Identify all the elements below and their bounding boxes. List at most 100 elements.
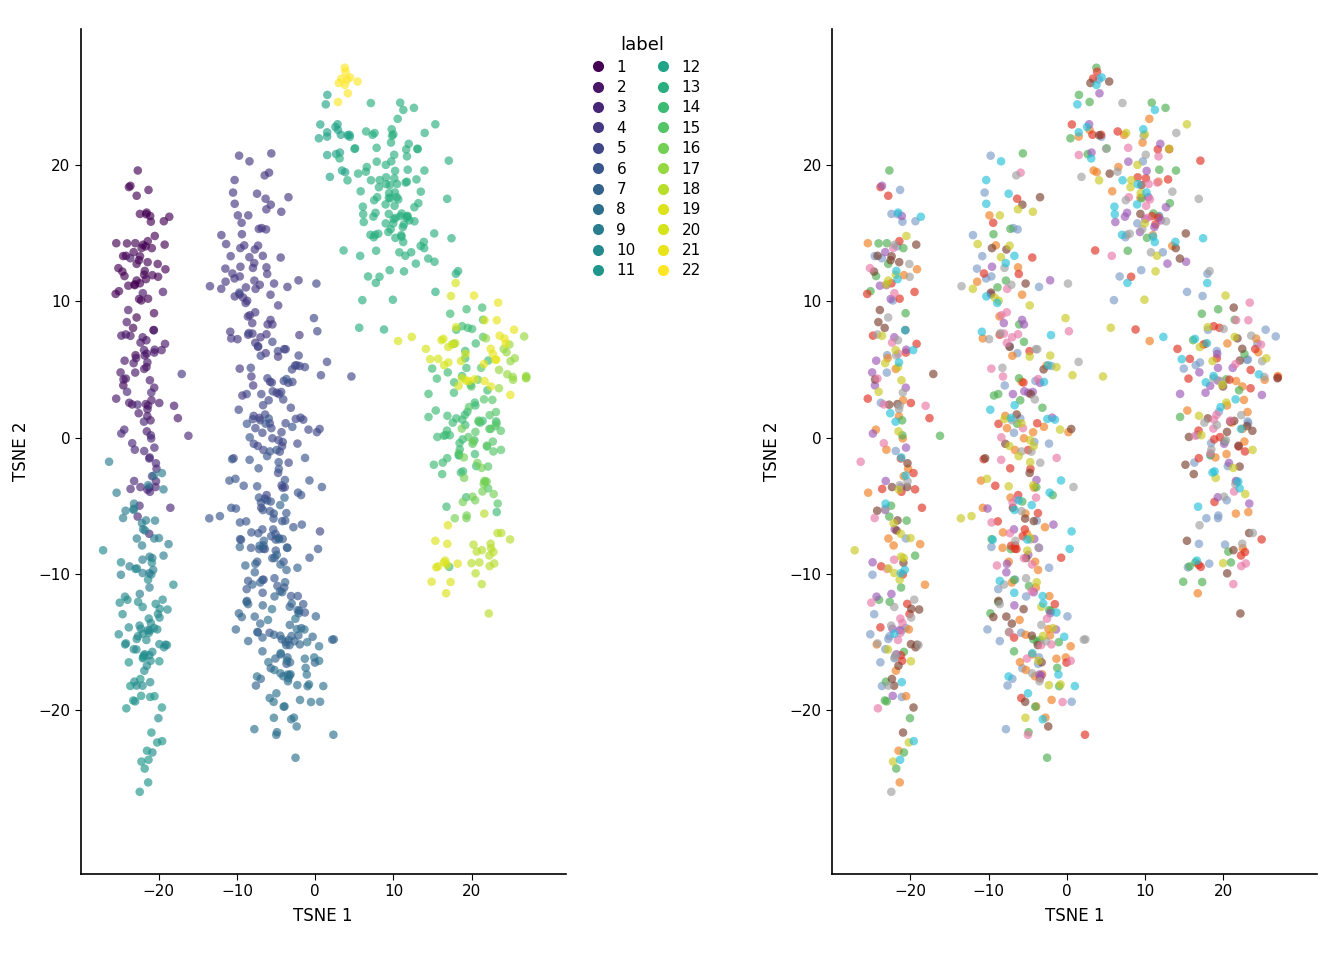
Point [1015, 710, 1036, 726]
Point [503, 372, 524, 388]
Point [1265, 328, 1286, 344]
Point [254, 541, 276, 557]
Point [241, 540, 262, 556]
Point [270, 384, 292, 399]
Point [1136, 147, 1157, 162]
Point [1004, 397, 1025, 413]
Point [386, 177, 407, 192]
Point [1023, 514, 1044, 529]
Point [1191, 427, 1212, 443]
Point [124, 277, 145, 293]
Point [905, 213, 926, 228]
Point [977, 501, 999, 516]
Point [263, 627, 285, 642]
Point [988, 594, 1009, 610]
Point [1015, 588, 1036, 604]
Point [124, 473, 145, 489]
Point [270, 647, 292, 662]
Point [894, 644, 915, 660]
Point [1176, 116, 1198, 132]
Point [1003, 386, 1024, 401]
Point [982, 215, 1004, 230]
Point [876, 365, 898, 380]
Point [1185, 357, 1207, 372]
Point [1149, 162, 1171, 178]
Point [1210, 429, 1231, 444]
Point [294, 605, 316, 620]
Point [276, 637, 297, 653]
Point [860, 595, 882, 611]
Point [1136, 184, 1157, 200]
Point [993, 260, 1015, 276]
Point [241, 360, 262, 375]
Point [129, 249, 151, 264]
Point [259, 197, 281, 212]
Point [368, 173, 390, 188]
Point [981, 361, 1003, 376]
Point [132, 329, 153, 345]
Point [1150, 213, 1172, 228]
Point [456, 372, 477, 388]
Point [1223, 413, 1245, 428]
Point [454, 350, 476, 366]
Point [876, 562, 898, 577]
Point [255, 259, 277, 275]
Point [285, 612, 306, 627]
Point [309, 694, 331, 709]
Point [867, 326, 888, 342]
Point [982, 610, 1004, 625]
Point [1234, 434, 1255, 449]
Point [1015, 521, 1036, 537]
Point [132, 626, 153, 641]
Point [331, 71, 352, 86]
Point [1142, 205, 1164, 221]
Point [286, 560, 308, 575]
Point [879, 405, 900, 420]
Point [1230, 421, 1251, 437]
Point [259, 493, 281, 509]
Point [308, 131, 329, 146]
Point [899, 256, 921, 272]
Point [950, 511, 972, 526]
Point [265, 532, 286, 547]
Point [116, 248, 137, 263]
Point [245, 242, 266, 257]
Point [1227, 474, 1249, 490]
Point [293, 596, 314, 612]
Point [251, 521, 273, 537]
Point [199, 511, 220, 526]
Point [1009, 655, 1031, 670]
Point [1039, 606, 1060, 621]
Point [128, 405, 149, 420]
Point [265, 526, 286, 541]
Point [133, 267, 155, 282]
Point [866, 589, 887, 605]
Point [1242, 525, 1263, 540]
Point [222, 451, 243, 467]
Point [867, 701, 888, 716]
Point [1005, 168, 1027, 183]
Point [882, 688, 903, 704]
Point [269, 584, 290, 599]
Point [261, 529, 282, 544]
Point [1230, 353, 1251, 369]
Point [887, 272, 909, 287]
Legend: AZ, HP1502401, HP1504101T2D, HP1504901, HP1506401, HP1507101, HP1508501T2D, HP15: AZ, HP1502401, HP1504101T2D, HP1504901, … [1335, 36, 1344, 258]
Point [922, 367, 943, 382]
Point [1203, 420, 1224, 436]
Point [228, 148, 250, 163]
Point [864, 511, 886, 526]
Point [211, 228, 233, 243]
Point [382, 128, 403, 143]
Point [403, 100, 425, 115]
Point [480, 341, 501, 356]
Point [254, 491, 276, 506]
Point [249, 410, 270, 425]
Point [1056, 609, 1078, 624]
Point [1111, 173, 1133, 188]
Point [136, 359, 157, 374]
Point [415, 341, 437, 356]
Point [426, 560, 448, 575]
Point [437, 408, 458, 423]
Point [890, 526, 911, 541]
